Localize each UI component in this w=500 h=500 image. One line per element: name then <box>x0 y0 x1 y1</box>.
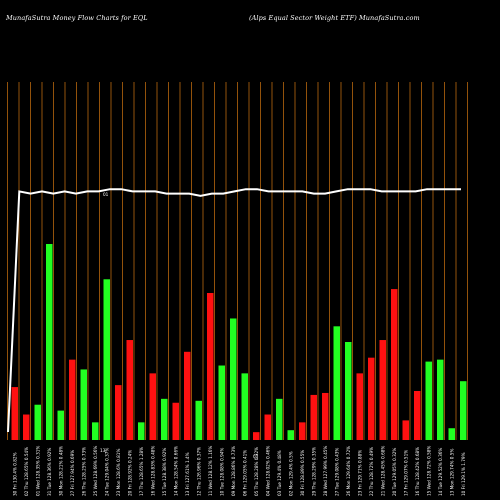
x-tick-label: 27 Tue 129.08% 0.43% <box>334 448 339 496</box>
bars <box>11 244 467 440</box>
bar <box>149 373 156 440</box>
bar <box>195 400 202 440</box>
x-tick-label: 20 Tue 129.05% 0.32% <box>392 448 397 496</box>
bar <box>333 326 340 440</box>
bar <box>310 394 317 440</box>
bar <box>161 398 168 440</box>
bar <box>207 293 214 440</box>
annotations: 01 13 01 <box>100 192 259 459</box>
x-tick-label: 03 Tue 129.4% 0.48% <box>277 450 282 496</box>
bar <box>230 318 237 440</box>
bar <box>80 369 87 440</box>
x-tick-label: 16 Thu 128.42% 0.68% <box>415 447 420 496</box>
bar <box>425 361 432 440</box>
bar <box>356 373 363 440</box>
bar <box>126 340 133 440</box>
x-tick-label: 10 Tue 128.08% 0.94% <box>219 448 224 496</box>
x-tick-label: 12 Thu 126.96% 0.37% <box>196 447 201 496</box>
bar <box>57 410 64 440</box>
x-tick-label: 15 Wed 128.72% 0.58% <box>426 446 431 496</box>
bar <box>138 422 145 440</box>
bar <box>345 342 352 440</box>
bar <box>241 373 248 440</box>
chart-subtitle: (Alps Equal Sector Weight ETF) MunafaSut… <box>249 14 420 22</box>
bar <box>253 432 260 440</box>
x-tick-label: 06 Fri 129.05% 0.41% <box>242 450 247 496</box>
x-tick-label: 01 Wed 128.35% 0.31% <box>35 446 40 496</box>
x-tick-label: 13 Mon 129.74% 0.5% <box>449 449 454 496</box>
x-tick-label: 25 Wed 128.69% 0.56% <box>93 446 98 496</box>
bar <box>172 402 179 440</box>
x-tick-label: 20 Fri 128.92% 0.24% <box>127 450 132 496</box>
x-axis-labels: 30 Fri 130.4% 0.82% 02 Thu 128.65% 0.54% 0… <box>12 446 466 496</box>
bar <box>299 422 306 440</box>
bar <box>391 289 398 440</box>
x-tick-label: 21 Wed 128.45% 0.68% <box>380 446 385 496</box>
bar <box>34 404 41 440</box>
x-tick-label: 30 Fri 130.4% 0.82% <box>12 452 17 496</box>
x-tick-label: 27 Fri 127.94% 0.69% <box>70 450 75 496</box>
price-line-group <box>7 188 461 433</box>
x-tick-label: 30 Mon 128.21% 0.48% <box>58 446 63 496</box>
x-tick-label: 24 Tue 129.04% 0.37% <box>104 448 109 496</box>
x-tick-label: 04 Wed 128.02% 0.46% <box>265 446 270 496</box>
x-tick-label: 14 Tue 129.52% 0.36% <box>438 448 443 496</box>
x-tick-label: 02 Thu 128.65% 0.54% <box>24 447 29 496</box>
x-tick-label: 28 Wed 127.99% 0.45% <box>323 446 328 496</box>
price-line <box>7 188 461 433</box>
x-tick-label: 09 Mon 128.86% 0.73% <box>231 446 236 496</box>
bar <box>103 279 110 440</box>
bar <box>368 357 375 440</box>
x-tick-label: 22 Thu 128.72% 0.49% <box>369 447 374 496</box>
x-tick-label: 13 Fri 127.61% 1.4% <box>185 452 190 496</box>
bar <box>11 387 18 440</box>
x-tick-label: 31 Tue 128.36% 0.92% <box>47 448 52 496</box>
x-tick-label: 02 Mon 129.4% 0.5% <box>288 451 293 496</box>
x-tick-label: 23 Fri 129.71% 0.88% <box>357 450 362 496</box>
bar <box>23 414 30 440</box>
bar <box>92 422 99 440</box>
x-tick-label: 05 Thu 128.28% 0.32% <box>254 447 259 496</box>
x-tick-label: 10 Fri 129.1% 1.79% <box>461 452 466 496</box>
bar <box>402 420 409 440</box>
x-tick-label: 30 Fri 128.89% 0.55% <box>300 450 305 496</box>
bar <box>322 392 329 440</box>
x-tick-label: 17 Thu 128.65% 1.28% <box>139 447 144 496</box>
bar <box>460 381 467 440</box>
bar <box>218 365 225 440</box>
bar <box>46 244 53 440</box>
chart-title: MunafaSutra Money Flow Charts for EQL <box>6 14 148 22</box>
x-tick-label: 26 Thu 128.25% 0.73% <box>81 447 86 496</box>
x-tick-label: 16 Wed 128.83% 0.48% <box>150 446 155 496</box>
bar <box>448 428 455 440</box>
bar <box>264 414 271 440</box>
annotation-label: 01 <box>103 192 109 197</box>
bar <box>379 340 386 440</box>
x-tick-label: 14 Mon 128.54% 0.66% <box>173 446 178 496</box>
annotation-label: 13 <box>100 448 106 453</box>
bar <box>276 398 283 440</box>
annotation-label: 01 <box>253 454 259 459</box>
bar <box>414 391 421 440</box>
bar <box>115 385 122 440</box>
bar <box>69 359 76 440</box>
grid-lines <box>7 82 468 440</box>
x-tick-label: 29 Thu 128.29% 0.35% <box>311 447 316 496</box>
bar <box>184 351 191 440</box>
bar <box>287 430 294 440</box>
bar <box>437 359 444 440</box>
x-tick-label: 23 Mon 128.6% 0.81% <box>116 449 121 496</box>
x-tick-label: 26 Mon 129.64% 0.72% <box>346 446 351 496</box>
x-tick-label: 17 Fri 129.07% 0.51% <box>403 450 408 496</box>
x-tick-label: 15 Tue 128.38% 0.92% <box>162 448 167 496</box>
x-tick-label: 11 Wed 128.12% 1.16% <box>208 446 213 496</box>
